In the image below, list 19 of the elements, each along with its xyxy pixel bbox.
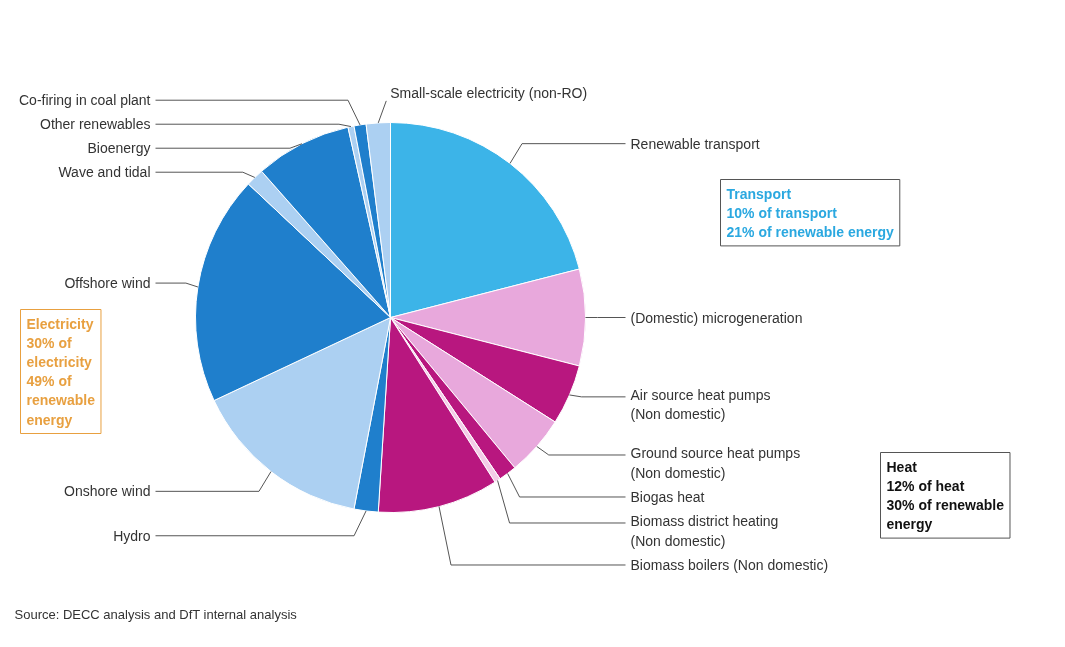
slice-label: Air source heat pumps (Non domestic) (630, 387, 771, 423)
slice-label: Offshore wind (64, 275, 151, 292)
slice-label: Hydro (113, 527, 151, 544)
slice-label: Co-firing in coal plant (18, 92, 151, 109)
slice-label: (Domestic) microgeneration (630, 309, 803, 326)
text: Electricity 30% of electricity 49% of renewable energy (26, 315, 96, 428)
text: Transport 10% of transport 21% of renewable energy (726, 185, 894, 240)
slice-label: Biogas heat (630, 488, 705, 505)
slice-label: Onshore wind (64, 483, 151, 500)
slice-label: Other renewables (40, 116, 151, 133)
text: Heat 12% of heat 30% of renewable energy (886, 458, 1005, 533)
slice-label: Renewable transport (630, 135, 760, 152)
slice-label: Biomass boilers (Non domestic) (630, 556, 829, 573)
slice-label: Bioenergy (87, 140, 151, 157)
slice-label: Wave and tidal (58, 164, 151, 181)
slice-label: Small-scale electricity (non-RO) (390, 84, 588, 101)
slice-label: Ground source heat pumps (Non domestic) (630, 445, 801, 481)
slice-label: Biomass district heating (Non domestic) (630, 513, 779, 549)
source-note: Source: DECC analysis and DfT internal analysis (14, 606, 298, 622)
